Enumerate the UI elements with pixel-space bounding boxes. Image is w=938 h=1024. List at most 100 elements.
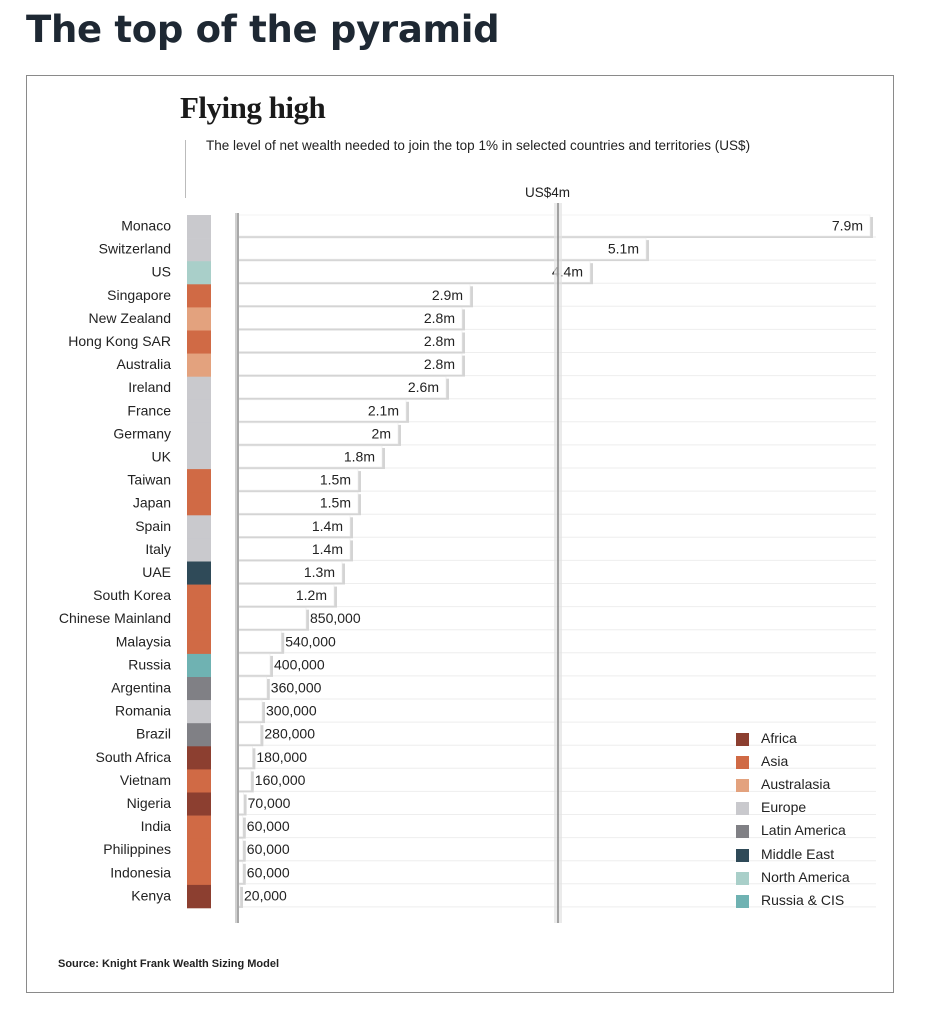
category-label-kenya: Kenya (131, 887, 171, 903)
region-swatch-germany (187, 422, 211, 447)
legend-label-latin-america: Latin America (761, 822, 846, 839)
value-label-singapore: 2.9m (432, 287, 463, 303)
category-label-india: India (141, 818, 172, 834)
category-label-spain: Spain (135, 518, 171, 534)
subtitle-rule (185, 140, 186, 198)
category-label-argentina: Argentina (111, 680, 171, 696)
category-label-brazil: Brazil (136, 726, 171, 742)
category-label-philippines: Philippines (103, 841, 171, 857)
value-label-south-korea: 1.2m (296, 587, 327, 603)
category-label-italy: Italy (145, 541, 171, 557)
value-label-monaco: 7.9m (832, 218, 863, 234)
value-label-chinese-mainland: 850,000 (310, 610, 361, 626)
value-label-kenya: 20,000 (244, 887, 287, 903)
value-label-italy: 1.4m (312, 541, 343, 557)
region-swatch-taiwan (187, 469, 211, 493)
value-label-ireland: 2.6m (408, 379, 439, 395)
region-swatch-new-zealand (187, 307, 211, 331)
chart-title: Flying high (180, 90, 326, 125)
legend-swatch-russia-and-cis (736, 894, 749, 908)
axis-baseline-shadow (235, 213, 239, 923)
bar-vietnam (237, 769, 252, 791)
category-label-singapore: Singapore (107, 287, 171, 303)
region-swatch-indonesia (187, 861, 211, 886)
category-label-taiwan: Taiwan (127, 472, 171, 488)
value-label-nigeria: 70,000 (248, 795, 291, 811)
legend-swatch-latin-america (736, 825, 749, 839)
region-swatch-spain (187, 515, 211, 539)
category-label-romania: Romania (115, 703, 171, 719)
region-swatch-switzerland (187, 238, 211, 262)
bar-south-africa (237, 745, 253, 768)
value-label-india: 60,000 (247, 818, 290, 834)
value-label-russia: 400,000 (274, 656, 325, 672)
legend-label-north-america: North America (761, 868, 850, 885)
chart-subtitle: The level of net wealth needed to join t… (206, 138, 751, 153)
region-swatch-france (187, 399, 211, 424)
legend-label-russia-and-cis: Russia & CIS (761, 891, 845, 908)
value-label-australia: 2.8m (424, 356, 455, 372)
region-swatch-japan (187, 492, 211, 516)
category-label-uae: UAE (142, 564, 171, 580)
region-swatch-hong-kong-sar (187, 330, 211, 354)
bar-us (237, 260, 591, 283)
category-label-south-korea: South Korea (93, 587, 171, 603)
legend-swatch-asia (736, 756, 749, 770)
region-swatch-kenya (187, 884, 211, 909)
region-swatch-ireland (187, 376, 211, 401)
bar-switzerland (237, 237, 647, 260)
category-label-uk: UK (152, 449, 172, 465)
bars-layer (237, 214, 876, 908)
category-label-france: France (127, 402, 171, 418)
value-label-brazil: 280,000 (264, 726, 315, 742)
region-swatch-australia (187, 353, 211, 377)
bar-malaysia (237, 630, 282, 653)
category-label-chinese-mainland: Chinese Mainland (59, 610, 171, 626)
category-label-hong-kong-sar: Hong Kong SAR (68, 333, 171, 349)
region-swatch-layer (187, 215, 211, 909)
category-label-russia: Russia (128, 656, 171, 672)
region-swatch-russia (187, 653, 211, 678)
legend-swatch-australasia (736, 779, 749, 793)
reference-line-label: US$4m (525, 185, 571, 200)
category-label-monaco: Monaco (121, 218, 171, 234)
category-label-australia: Australia (117, 356, 172, 372)
value-label-vietnam: 160,000 (255, 772, 306, 788)
region-swatch-uae (187, 561, 211, 585)
legend-label-europe: Europe (761, 799, 807, 816)
category-label-ireland: Ireland (128, 379, 171, 395)
value-label-uk: 1.8m (344, 449, 375, 465)
value-label-france: 2.1m (368, 402, 399, 418)
value-label-spain: 1.4m (312, 518, 343, 534)
region-swatch-italy (187, 538, 211, 562)
region-swatch-philippines (187, 838, 211, 863)
reference-line-layer (235, 203, 562, 923)
category-label-layer: 7.9mMonaco5.1mSwitzerland4.4mUS2.9mSinga… (59, 218, 863, 904)
region-swatch-chinese-mainland (187, 607, 211, 632)
legend-label-middle-east: Middle East (761, 845, 835, 862)
category-label-malaysia: Malaysia (116, 633, 171, 649)
region-swatch-malaysia (187, 630, 211, 655)
value-label-switzerland: 5.1m (608, 241, 639, 257)
region-swatch-argentina (187, 677, 211, 701)
category-label-south-africa: South Africa (96, 749, 172, 765)
region-swatch-uk (187, 446, 211, 470)
value-label-new-zealand: 2.8m (424, 310, 455, 326)
bar-shadow-kenya (238, 886, 243, 908)
region-swatch-monaco (187, 215, 211, 239)
category-label-vietnam: Vietnam (120, 772, 171, 788)
value-label-japan: 1.5m (320, 495, 351, 511)
region-swatch-brazil (187, 723, 211, 747)
bar-chinese-mainland (237, 607, 307, 630)
region-swatch-south-korea (187, 584, 211, 608)
value-label-germany: 2m (372, 425, 391, 441)
category-label-japan: Japan (133, 495, 171, 511)
region-swatch-south-africa (187, 746, 211, 770)
region-swatch-nigeria (187, 792, 211, 816)
region-swatch-singapore (187, 284, 211, 308)
value-label-romania: 300,000 (266, 703, 317, 719)
value-label-south-africa: 180,000 (256, 749, 307, 765)
category-label-new-zealand: New Zealand (89, 310, 172, 326)
category-label-switzerland: Switzerland (99, 241, 171, 257)
